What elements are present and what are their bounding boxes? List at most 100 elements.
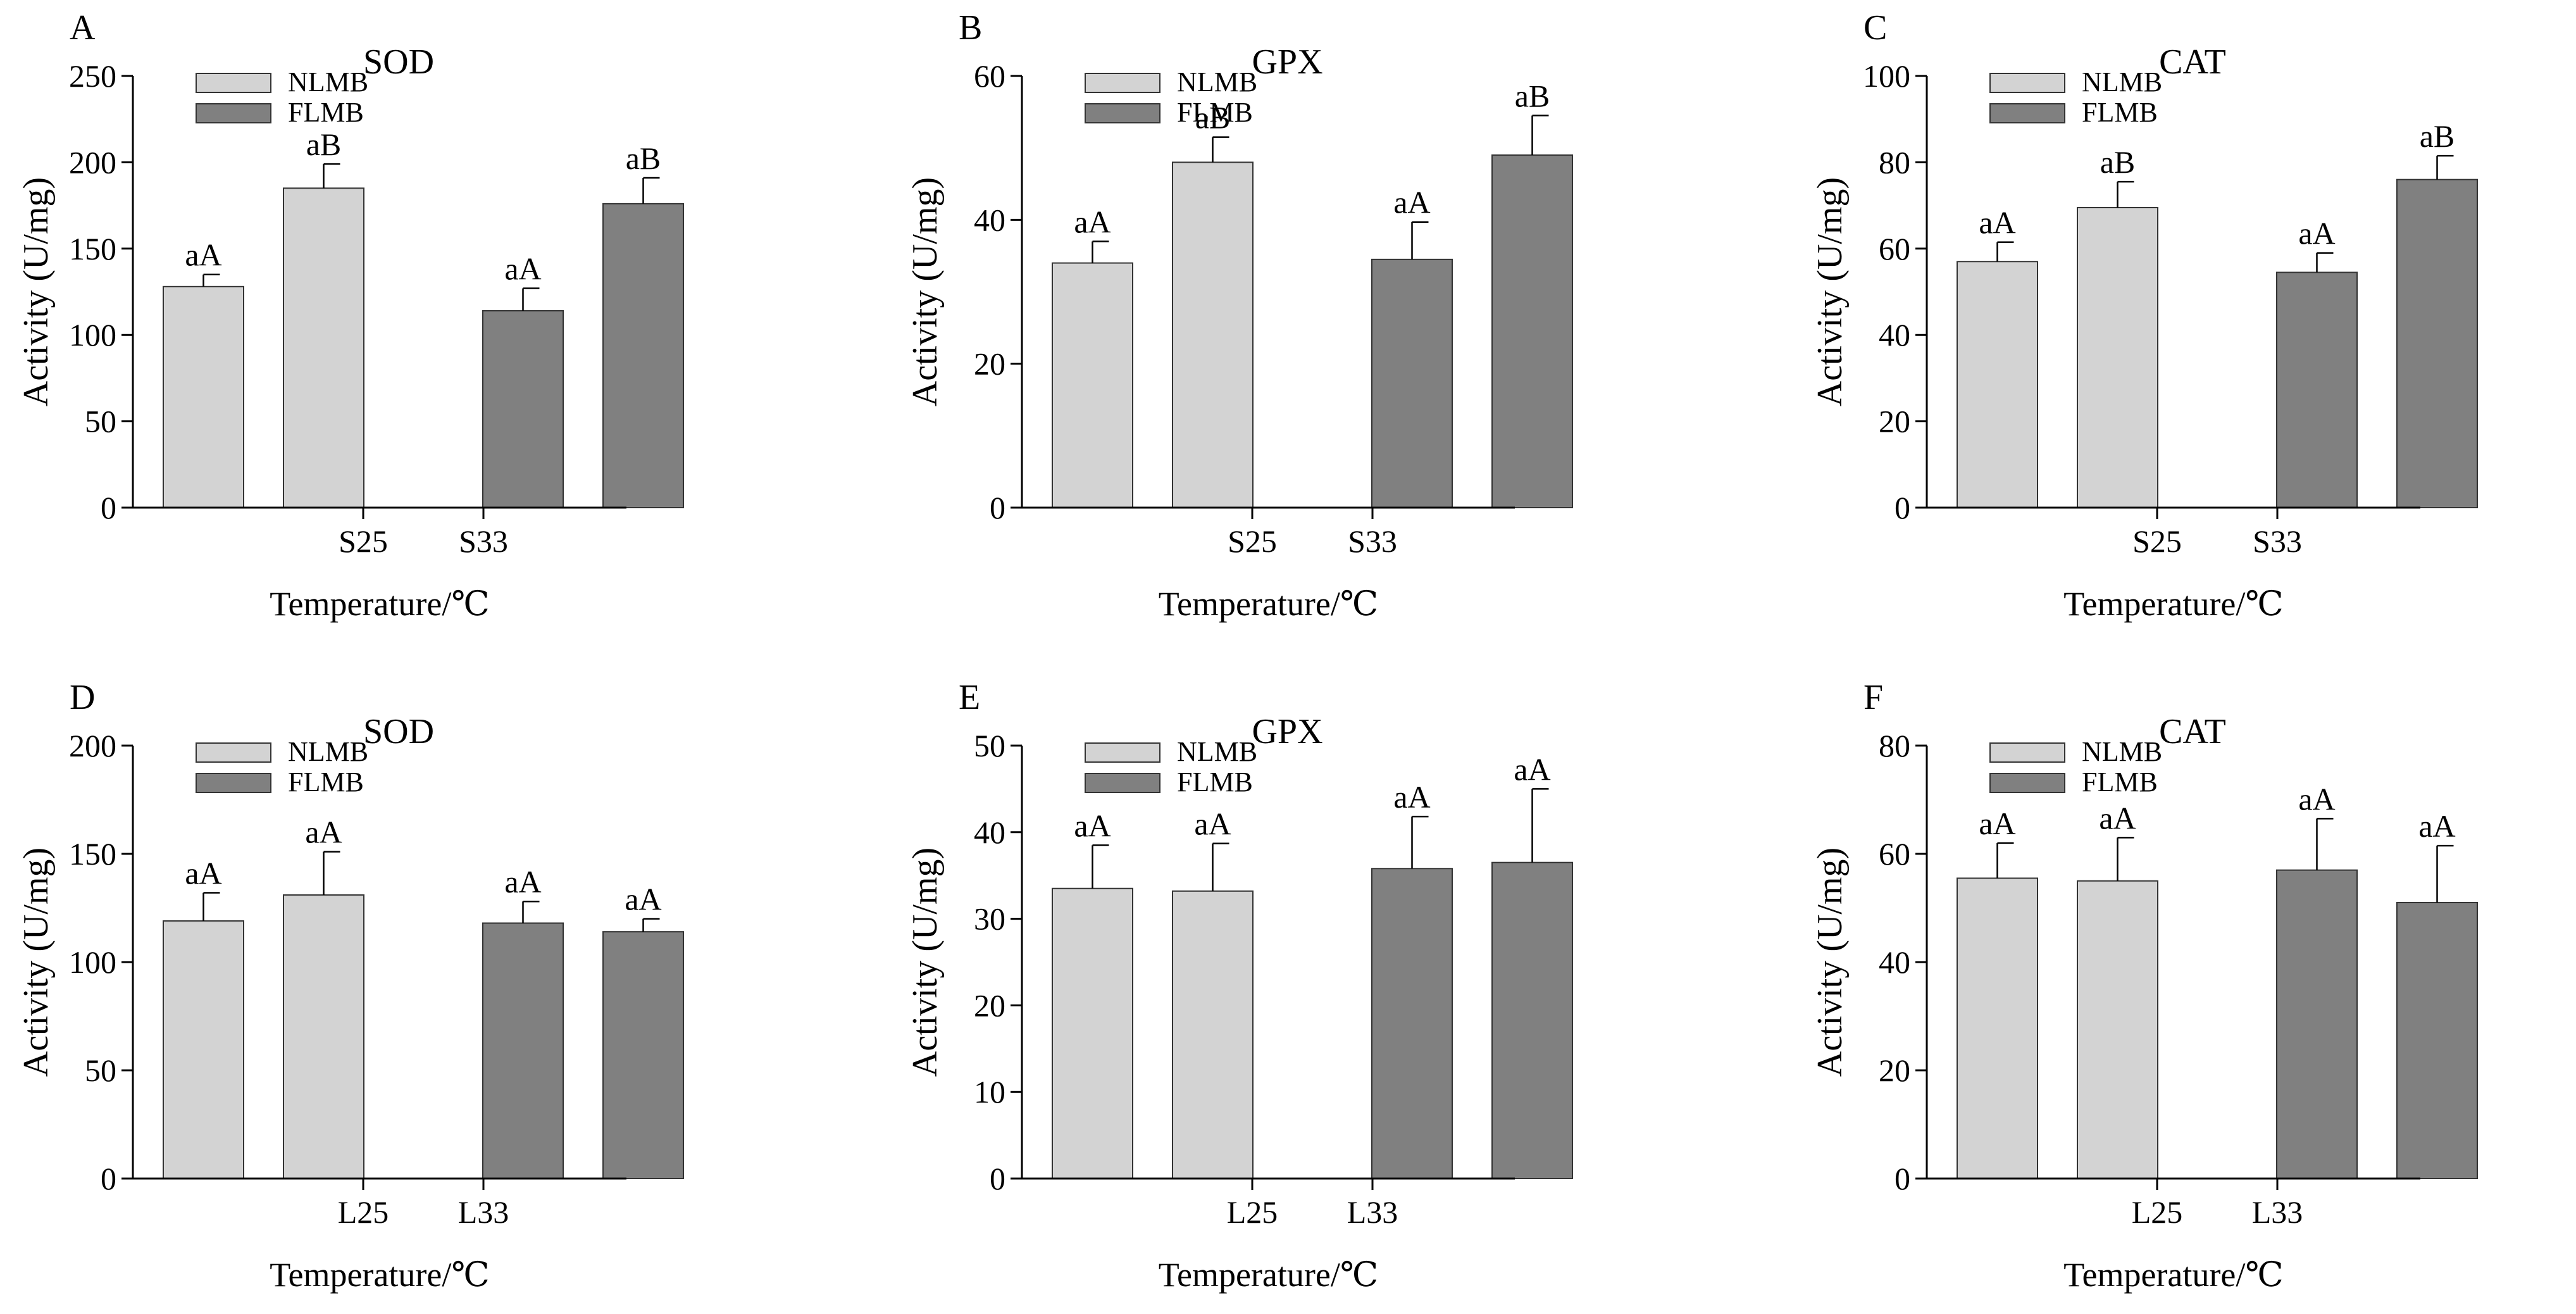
y-tick-label: 0: [1895, 1161, 1910, 1196]
x-axis-label: Temperature/℃: [2063, 585, 2283, 623]
legend-label-nlmb: NLMB: [288, 736, 368, 767]
legend-swatch-nlmb: [1989, 742, 2065, 763]
y-tick-label: 50: [85, 1053, 116, 1088]
significance-label: aA: [1979, 806, 2015, 841]
x-tick-label: S33: [2253, 523, 2302, 559]
significance-label: aA: [1393, 779, 1430, 815]
chart-title: GPX: [1252, 42, 1322, 82]
legend-swatch-flmb: [1085, 773, 1160, 793]
y-tick-label: 0: [101, 1161, 116, 1196]
legend-swatch-flmb: [196, 103, 271, 123]
panel-letter: E: [959, 678, 980, 717]
significance-label: aB: [1515, 78, 1550, 114]
significance-label: aA: [2099, 800, 2136, 835]
legend-swatch-nlmb: [196, 73, 271, 93]
significance-label: aA: [2298, 216, 2335, 251]
y-tick-label: 0: [1895, 490, 1910, 525]
x-tick-label: L25: [338, 1194, 389, 1230]
bar-flmb-s25: [1371, 258, 1453, 508]
y-tick-label: 100: [69, 944, 116, 980]
y-axis-label: Activity (U/mg): [1810, 848, 1850, 1077]
x-axis-label: Temperature/℃: [2063, 1256, 2283, 1294]
significance-label: aA: [1074, 204, 1111, 239]
chart-panel-e: E GPX aA aA aA aA 0 10 20 30 40 50 L25 L33 Temperature…: [905, 678, 1573, 1294]
significance-label: aA: [305, 815, 342, 850]
significance-label: aB: [2420, 118, 2455, 154]
y-tick-label: 200: [69, 728, 116, 763]
bar-flmb-l25: [2276, 869, 2358, 1180]
x-tick-label: S33: [1348, 523, 1397, 559]
significance-label: aA: [625, 882, 661, 917]
significance-label: aA: [1979, 205, 2015, 241]
y-axis-label: Activity (U/mg): [905, 848, 945, 1077]
legend-swatch-flmb: [1085, 103, 1160, 123]
bar-nlmb-l25: [1957, 877, 2038, 1179]
legend-label-nlmb: NLMB: [2082, 66, 2162, 97]
chart-panel-f: F CAT aA aA aA aA 0 20 40 60 80 L25 L33 Temperature/℃…: [1810, 678, 2478, 1294]
significance-label: aA: [1514, 751, 1550, 787]
legend-label-flmb: FLMB: [288, 97, 364, 128]
chart-panel-d: D SOD aA aA aA aA 0 50 100 150 200 L25 L33 Temperatur…: [16, 678, 684, 1294]
y-tick-label: 10: [974, 1074, 1005, 1110]
bar-nlmb-s33: [283, 187, 364, 508]
bar-flmb-s33: [1491, 154, 1573, 509]
x-tick-label: S25: [1228, 523, 1277, 559]
y-tick-label: 0: [990, 1161, 1005, 1196]
legend-label-flmb: FLMB: [2082, 766, 2158, 798]
legend-swatch-nlmb: [1085, 742, 1160, 763]
legend-swatch-flmb: [196, 773, 271, 793]
y-tick-label: 0: [990, 490, 1005, 525]
x-tick-label: S33: [459, 523, 508, 559]
x-axis-label: Temperature/℃: [1159, 585, 1378, 623]
y-tick-label: 80: [1879, 728, 1910, 763]
y-tick-label: 40: [1879, 944, 1910, 980]
legend-swatch-nlmb: [1989, 73, 2065, 93]
chart-title: SOD: [363, 712, 434, 751]
panel-letter: A: [70, 8, 96, 47]
chart-title: GPX: [1252, 712, 1322, 751]
bar-flmb-l25: [482, 922, 564, 1179]
y-tick-label: 60: [974, 58, 1005, 94]
x-tick-label: L25: [2132, 1194, 2183, 1230]
y-tick-label: 50: [85, 404, 116, 439]
legend-label-nlmb: NLMB: [1177, 736, 1257, 767]
chart-title: CAT: [2159, 712, 2226, 751]
bar-nlmb-s25: [1052, 262, 1133, 508]
y-axis-label: Activity (U/mg): [1810, 177, 1850, 406]
y-tick-label: 250: [69, 58, 116, 94]
y-tick-label: 50: [974, 728, 1005, 763]
y-tick-label: 100: [69, 317, 116, 353]
chart-panel-a: A SOD aA aB aA aB 0 50 100 150 200 250 S25 S33 Tempera…: [16, 8, 684, 623]
bar-nlmb-l33: [2077, 880, 2158, 1179]
y-axis-label: Activity (U/mg): [16, 177, 56, 406]
y-tick-label: 20: [1879, 1053, 1910, 1088]
bar-nlmb-l25: [163, 920, 244, 1180]
bar-flmb-l33: [602, 931, 684, 1179]
x-tick-label: L33: [1347, 1194, 1398, 1230]
bar-nlmb-l33: [1172, 890, 1254, 1179]
bar-flmb-l25: [1371, 868, 1453, 1179]
x-axis-label: Temperature/℃: [1159, 1256, 1378, 1294]
legend-label-nlmb: NLMB: [288, 66, 368, 97]
bar-nlmb-s25: [1957, 261, 2038, 508]
bar-nlmb-l25: [1052, 887, 1133, 1179]
bar-flmb-l33: [1491, 861, 1573, 1180]
chart-title: CAT: [2159, 42, 2226, 82]
bar-flmb-s25: [482, 310, 564, 508]
x-axis-label: Temperature/℃: [270, 585, 489, 623]
y-tick-label: 0: [101, 490, 116, 525]
bar-nlmb-l33: [283, 894, 364, 1179]
bar-flmb-s33: [602, 203, 684, 508]
y-tick-label: 150: [69, 836, 116, 872]
y-tick-label: 30: [974, 901, 1005, 937]
significance-label: aA: [2418, 808, 2455, 844]
y-tick-label: 150: [69, 231, 116, 266]
y-tick-label: 20: [974, 346, 1005, 382]
y-tick-label: 80: [1879, 144, 1910, 180]
y-tick-label: 40: [974, 202, 1005, 237]
y-tick-label: 100: [1863, 58, 1910, 94]
y-axis-label: Activity (U/mg): [905, 177, 945, 406]
panel-letter: D: [70, 678, 95, 717]
x-axis-label: Temperature/℃: [270, 1256, 489, 1294]
